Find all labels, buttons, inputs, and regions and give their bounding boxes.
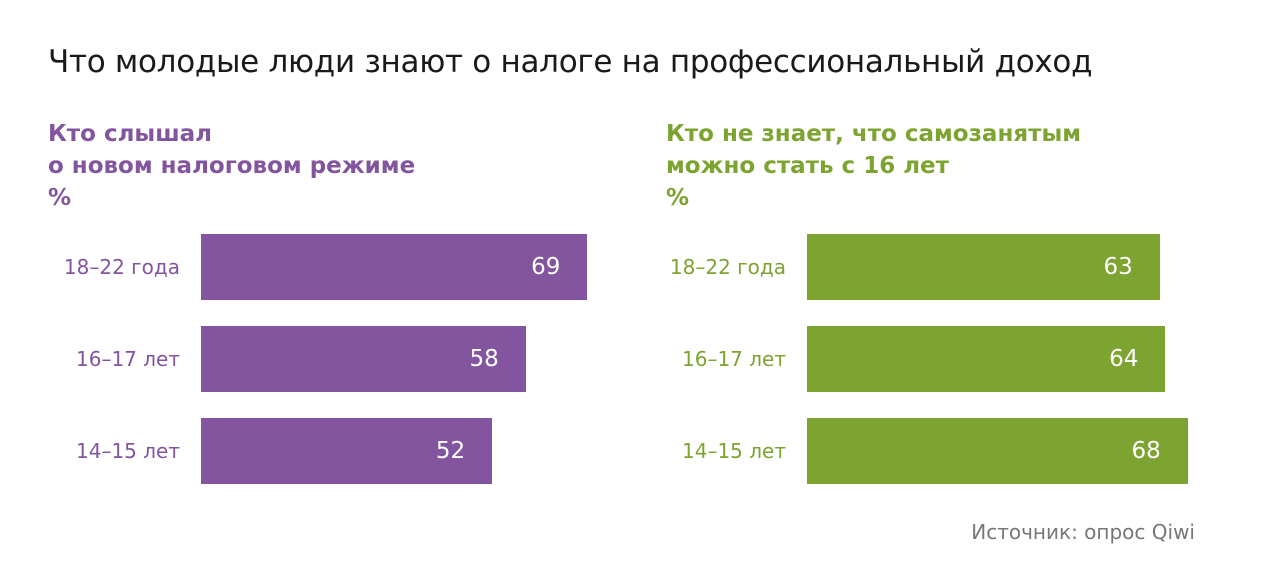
bar: 68: [807, 418, 1188, 484]
category-label: 16–17 лет: [76, 347, 180, 371]
subtitle-line: %: [666, 185, 690, 211]
panel-subtitle-1: Кто слышал о новом налоговом режиме%: [48, 118, 415, 214]
category-label: 14–15 лет: [682, 439, 786, 463]
subtitle-line: о новом налоговом режиме: [48, 153, 416, 179]
category-label: 18–22 года: [669, 255, 786, 279]
bar-value-label: 58: [469, 346, 499, 372]
bar-value-label: 69: [531, 254, 561, 280]
subtitle-line: Кто слышал: [48, 121, 213, 147]
bar-value-label: 68: [1131, 438, 1161, 464]
subtitle-line: можно стать с 16 лет: [666, 153, 949, 179]
category-label: 18–22 года: [63, 255, 180, 279]
panel-subtitle-2: Кто не знает, что самозанятым можно стать…: [666, 118, 1081, 214]
bar-value-label: 64: [1109, 346, 1139, 372]
bar: 52: [201, 418, 493, 484]
subtitle-line: Кто не знает, что самозанятым: [666, 121, 1082, 147]
category-label: 14–15 лет: [76, 439, 180, 463]
bar: 58: [201, 326, 526, 392]
category-label: 16–17 лет: [682, 347, 786, 371]
bar-value-label: 63: [1103, 254, 1133, 280]
bar-value-label: 52: [435, 438, 466, 464]
subtitle-line: %: [48, 185, 72, 211]
bar: 63: [807, 234, 1160, 300]
bar: 64: [807, 326, 1166, 392]
bar: 69: [201, 234, 588, 300]
chart-title: Что молодые люди знают о налоге на профе…: [48, 44, 1093, 80]
source-note: Источник: опрос Qiwi: [971, 520, 1195, 544]
